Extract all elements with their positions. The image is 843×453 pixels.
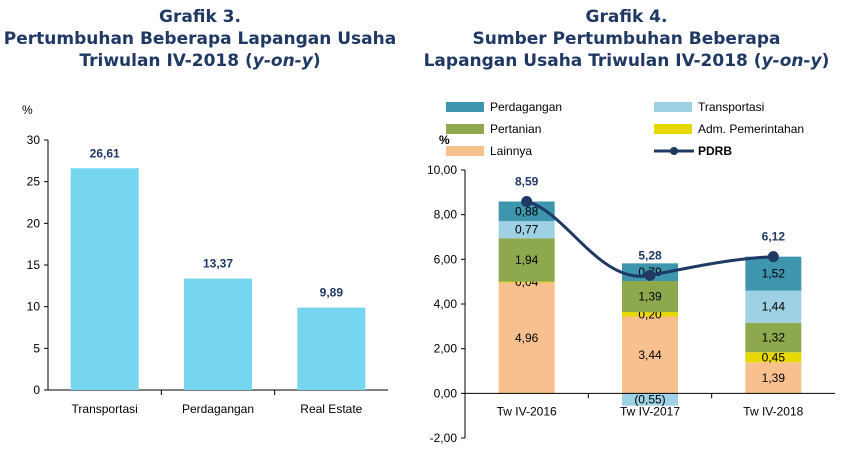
legend-label: Lainnya [490,144,532,158]
legend-label: Transportasi [698,100,764,114]
chart-title-2-line3: Lapangan Usaha Triwulan IV-2018 (y-on-y) [410,50,843,72]
chart-title-2-line1: Grafik 4. [585,7,668,27]
chart-title-1-line3-text: Triwulan IV-2018 ( [79,51,253,71]
chart-title-1-line3: Triwulan IV-2018 (y-on-y) [0,50,400,72]
x-tick-label: Real Estate [300,402,362,416]
bar-segment-pertanian [498,238,555,282]
segment-label: 3,44 [638,348,662,362]
chart-panel-sources: Grafik 4. Sumber Pertumbuhan Beberapa La… [410,0,843,453]
segment-label: 1,39 [762,371,786,385]
segment-label: (0,55) [634,392,665,406]
x-tick-label: Tw IV-2018 [743,404,803,418]
chart-title-2-line3-text: Lapangan Usaha Triwulan IV-2018 ( [423,51,762,71]
segment-label: 1,52 [762,267,786,281]
data-label: 9,89 [320,286,344,300]
pdrb-label: 5,28 [638,248,662,262]
legend-swatch [446,124,484,134]
pdrb-label: 6,12 [762,230,786,244]
chart-title-2-line2: Sumber Pertumbuhan Beberapa [472,29,781,49]
chart-title-1-italic: y-on-y [252,51,313,71]
chart-title-1: Grafik 3. Pertumbuhan Beberapa Lapangan … [0,6,400,72]
y-tick-label: 30 [27,133,41,147]
bar-segment-adm-pemerintahan [498,281,555,283]
legend-swatch [654,102,692,112]
segment-label: 1,32 [762,331,786,345]
y-tick-label: 10,00 [427,163,457,177]
chart-title-2: Grafik 4. Sumber Pertumbuhan Beberapa La… [410,6,843,72]
bar-chart-growth: % 0 5 10 15 20 25 30 26,61 Transportasi 13,37 Perda… [22,103,388,416]
pdrb-label: 8,59 [515,174,539,188]
legend-label: Adm. Pemerintahan [698,122,804,136]
y-tick-label: 15 [27,258,41,272]
bar-segment-transportasi [622,393,678,406]
bar-real-estate [297,307,366,390]
x-tick-label: Perdagangan [182,402,254,416]
data-label: 13,37 [203,257,233,271]
chart-title-2-italic: y-on-y [761,51,822,71]
segment-label: 0,45 [762,350,786,364]
y-tick-label: 0,00 [434,386,458,400]
y-tick-label: 20 [27,216,41,230]
chart-title-1-suffix: ) [312,51,321,71]
segment-label: 0,77 [515,223,539,237]
y-tick-label: 4,00 [434,297,458,311]
x-tick-label: Transportasi [72,402,138,416]
segment-label: 1,39 [638,290,662,304]
x-tick-label: Tw IV-2017 [620,404,680,418]
segment-label: 1,44 [762,300,786,314]
legend-swatch-marker [670,147,678,155]
y-axis-unit-label: % [439,133,450,147]
y-tick-label: 5 [33,341,40,355]
chart-title-1-line1: Grafik 3. [159,7,241,27]
legend-swatch [654,124,692,134]
bar-segment-adm-pemerintahan [745,352,802,363]
segment-label: 0,88 [515,204,539,218]
legend-label: PDRB [698,144,732,158]
pdrb-marker [521,195,533,207]
chart-panel-growth: Grafik 3. Pertumbuhan Beberapa Lapangan … [0,0,400,453]
bar-segment-pertanian [622,280,678,313]
legend-swatch [446,102,484,112]
bar-segment-transportasi [745,290,802,323]
bar-segment-perdagangan [745,256,802,291]
bar-segment-pertanian [745,322,802,353]
bar-segment-lainnya [622,316,678,394]
y-tick-label: 25 [27,175,41,189]
y-tick-label: 6,00 [434,252,458,266]
segment-label: 4,96 [515,331,539,345]
y-tick-label: 0 [33,383,40,397]
y-axis-unit-label: % [22,103,33,117]
bar-segment-lainnya [745,362,802,394]
y-tick-label: -2,00 [430,431,458,445]
bar-segment-lainnya [498,282,555,394]
y-tick-label: 10 [27,300,41,314]
bar-segment-adm-pemerintahan [622,312,678,317]
data-label: 26,61 [90,146,120,160]
y-tick-label: 8,00 [434,208,458,222]
legend-swatch [446,146,484,156]
bar-perdagangan [184,278,252,390]
legend-label: Pertanian [490,122,541,136]
legend-label: Perdagangan [490,100,562,114]
bar-segment-transportasi [498,221,555,239]
y-tick-label: 2,00 [434,342,458,356]
stacked-bar-chart-sources: Perdagangan Transportasi Pertanian Adm. Pem… [427,100,835,445]
chart-title-1-line2: Pertumbuhan Beberapa Lapangan Usaha [3,29,397,49]
pdrb-marker [644,269,656,281]
pdrb-marker [767,251,779,263]
segment-label: 1,94 [515,253,539,267]
bar-transportasi [70,168,139,390]
chart-title-2-suffix: ) [821,51,830,71]
x-tick-label: Tw IV-2016 [497,404,557,418]
